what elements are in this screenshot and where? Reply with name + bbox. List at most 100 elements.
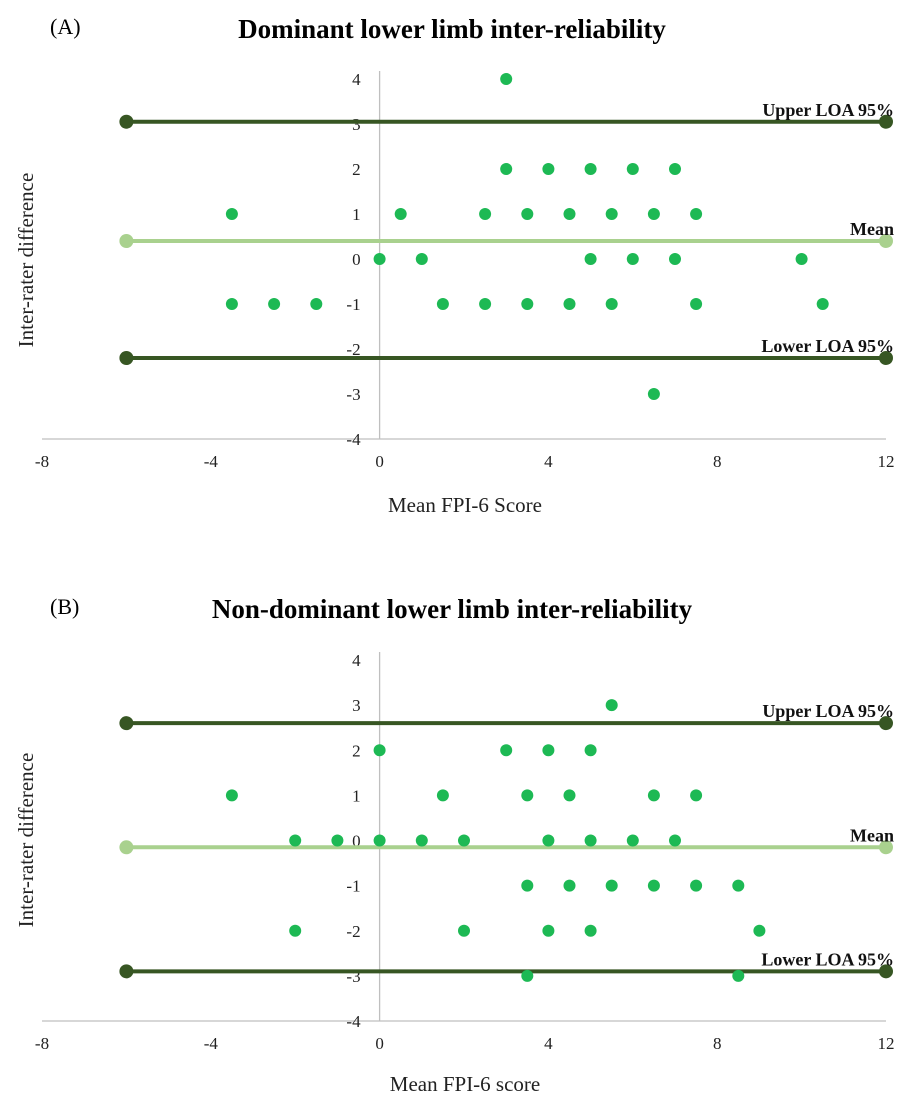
data-points-b (225, 699, 766, 982)
upper-loa-line-start-marker-a (119, 114, 134, 129)
x-tick-label-b: -8 (35, 1034, 49, 1053)
data-point-a (225, 208, 238, 220)
data-point-b (563, 789, 576, 802)
data-point-a (626, 163, 639, 175)
data-point-a (500, 163, 513, 175)
lower-loa-line-start-marker-a (119, 351, 134, 365)
x-tick-label-a: -4 (204, 452, 219, 471)
y-tick-label-b: -1 (346, 877, 360, 896)
data-point-b (647, 789, 660, 802)
data-point-a (795, 253, 808, 265)
mean-line-end-marker-a (879, 234, 893, 248)
lower-loa-line-end-marker-a (879, 351, 893, 365)
data-point-b (521, 969, 534, 982)
y-axis-title-a: Inter-rater difference (14, 173, 38, 348)
x-tick-label-b: 12 (878, 1034, 895, 1053)
data-point-b (584, 744, 597, 757)
data-point-a (268, 298, 281, 310)
data-point-b (436, 789, 449, 802)
data-point-a (500, 73, 513, 85)
y-tick-label-a: -1 (346, 295, 360, 314)
data-point-b (563, 879, 576, 892)
data-point-a (415, 253, 428, 265)
data-point-b (690, 879, 703, 892)
upper-loa-label-b: Upper LOA 95% (762, 701, 894, 721)
data-point-a (669, 163, 681, 175)
x-tick-label-b: 0 (375, 1034, 384, 1053)
data-point-b (626, 834, 639, 847)
data-point-a (542, 163, 555, 175)
data-point-a (605, 298, 618, 310)
axes-a: -8 -4 0 4 8 12 4 3 2 1 0 -1 -2 -3 -4 (35, 70, 895, 471)
mean-line-start-marker-b (119, 840, 134, 855)
x-tick-label-a: 12 (878, 452, 895, 471)
data-point-a (479, 208, 492, 220)
mean-line-start-marker-a (119, 234, 134, 248)
y-tick-label-a: 2 (352, 160, 361, 179)
data-point-a (310, 298, 323, 310)
y-tick-label-a: 3 (352, 115, 361, 134)
y-tick-label-a: -2 (346, 340, 360, 359)
data-point-a (521, 208, 534, 220)
upper-loa-label-a: Upper LOA 95% (762, 100, 894, 120)
panel-label-a: (A) (50, 14, 81, 39)
x-axis-title-b: Mean FPI-6 score (390, 1072, 540, 1096)
lower-loa-label-a: Lower LOA 95% (761, 336, 894, 356)
reference-lines-b: Upper LOA 95% Mean Lower LOA 95% (119, 701, 894, 979)
data-point-b (605, 879, 618, 892)
data-point-a (626, 253, 639, 265)
data-point-b (732, 969, 745, 982)
chart-panel-b: (B) Non-dominant lower limb inter-reliab… (14, 594, 895, 1096)
data-point-b (458, 924, 470, 937)
chart-title-b: Non-dominant lower limb inter-reliabilit… (212, 594, 693, 624)
data-point-a (563, 298, 576, 310)
data-point-b (542, 924, 555, 937)
data-point-b (373, 744, 386, 757)
x-tick-label-b: 4 (544, 1034, 553, 1053)
mean-line-end-marker-b (879, 840, 893, 855)
data-point-a (521, 298, 534, 310)
y-tick-label-a: -4 (346, 430, 361, 449)
data-point-b (647, 879, 660, 892)
panel-label-b: (B) (50, 594, 79, 619)
upper-loa-line-end-marker-b (879, 716, 893, 731)
data-point-a (605, 208, 618, 220)
y-tick-label-b: 4 (352, 651, 361, 670)
y-tick-label-b: 2 (352, 741, 361, 760)
reference-lines-a: Upper LOA 95% Mean Lower LOA 95% (119, 100, 894, 365)
mean-label-b: Mean (850, 825, 894, 845)
data-point-a (225, 298, 238, 310)
data-point-a (690, 298, 703, 310)
x-tick-label-a: 0 (375, 452, 384, 471)
data-point-a (816, 298, 829, 310)
data-point-a (394, 208, 407, 220)
data-point-a (647, 208, 660, 220)
data-point-a (373, 253, 386, 265)
y-tick-label-b: 1 (352, 786, 361, 805)
data-point-a (690, 208, 703, 220)
data-point-b (373, 834, 386, 847)
data-point-a (479, 298, 492, 310)
data-point-b (584, 834, 597, 847)
data-point-a (563, 208, 576, 220)
data-point-b (500, 744, 513, 757)
x-tick-label-a: 4 (544, 452, 553, 471)
x-tick-label-a: -8 (35, 452, 49, 471)
lower-loa-label-b: Lower LOA 95% (761, 949, 894, 969)
x-tick-label-b: -4 (204, 1034, 219, 1053)
data-point-b (415, 834, 428, 847)
y-tick-label-b: 0 (352, 832, 361, 851)
data-point-a (647, 388, 660, 400)
data-point-b (690, 789, 703, 802)
y-tick-label-a: -3 (346, 385, 360, 404)
data-point-b (732, 879, 745, 892)
data-point-b (542, 744, 555, 757)
data-point-b (289, 834, 302, 847)
y-tick-label-a: 4 (352, 70, 361, 89)
data-point-b (521, 879, 534, 892)
data-point-b (753, 924, 766, 937)
data-point-b (669, 834, 681, 847)
upper-loa-line-end-marker-a (879, 114, 893, 129)
data-point-a (669, 253, 681, 265)
